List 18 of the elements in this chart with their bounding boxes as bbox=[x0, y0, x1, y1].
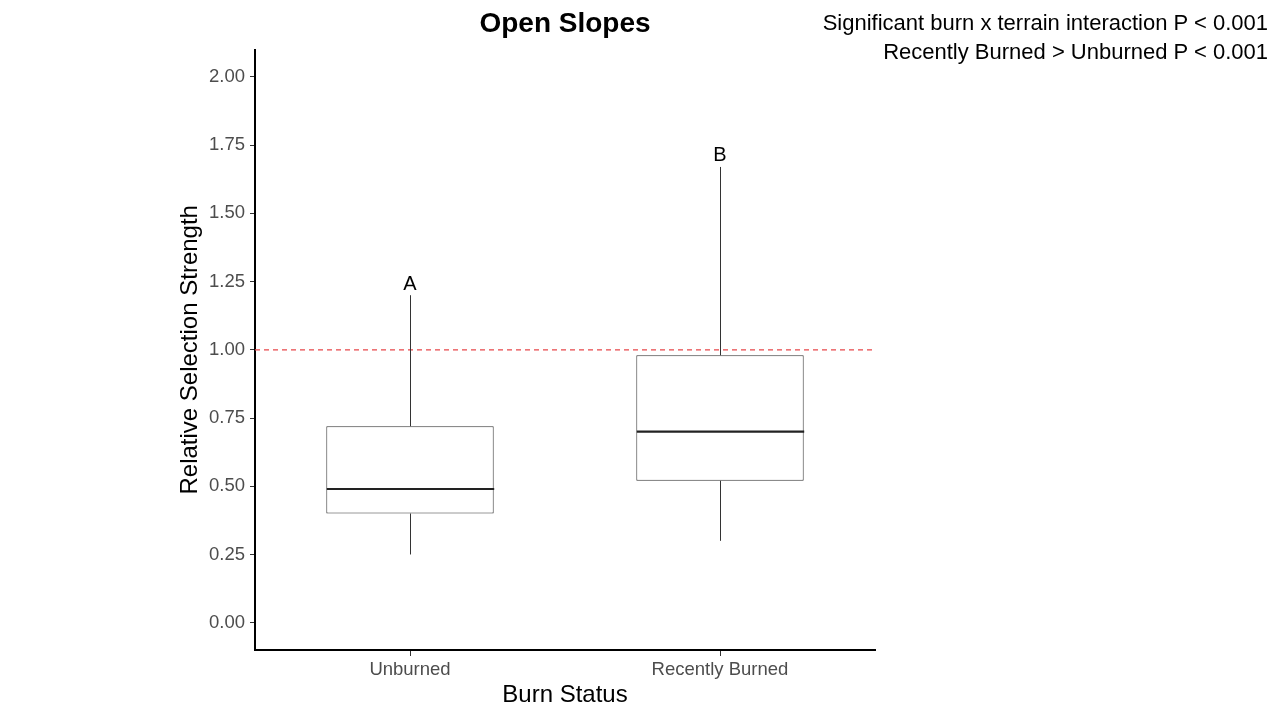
chart-title: Open Slopes bbox=[479, 6, 651, 38]
y-tick-label: 1.75 bbox=[208, 133, 245, 155]
text: Significant burn x terrain interaction P < 0.001 bbox=[822, 10, 1268, 36]
annotation: B bbox=[713, 143, 727, 166]
annotation: A bbox=[403, 271, 418, 294]
y-tick-label: 0.75 bbox=[208, 406, 245, 428]
x-tick-label: Unburned bbox=[369, 658, 451, 680]
y-tick-label: 1.00 bbox=[208, 337, 245, 359]
y-tick-label: 0.25 bbox=[208, 542, 245, 564]
x-axis-title: Burn Status bbox=[502, 680, 628, 708]
y-tick-label: 1.50 bbox=[208, 201, 245, 223]
y-tick-label: 1.25 bbox=[208, 269, 245, 291]
x-tick-label: Recently Burned bbox=[651, 658, 789, 680]
y-tick-label: 0.00 bbox=[208, 610, 245, 632]
y-axis-title: Relative Selection Strength bbox=[175, 205, 203, 495]
text: Recently Burned > Unburned P < 0.001 bbox=[883, 39, 1268, 65]
y-tick-label: 2.00 bbox=[208, 64, 245, 86]
y-tick-label: 0.50 bbox=[208, 474, 245, 496]
